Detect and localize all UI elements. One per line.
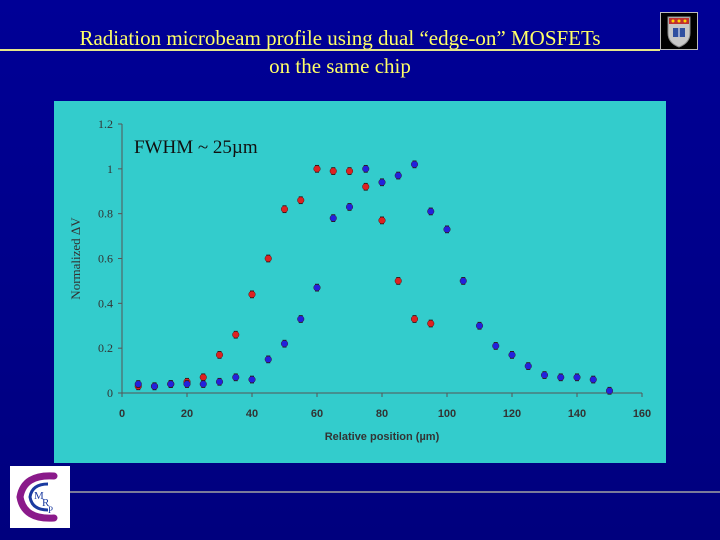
data-point-blue [313, 284, 321, 292]
data-point-red [411, 315, 419, 323]
data-point-red [346, 167, 354, 175]
chart-svg: 0 0.2 0.4 0.6 0.8 1 1.2 0 20 40 60 80 100 120 140 160 Re… [68, 117, 651, 443]
title-line-2: on the same chip [269, 54, 411, 78]
data-point-blue [134, 380, 142, 388]
data-point-blue [524, 362, 532, 370]
data-point-blue [427, 207, 435, 215]
title-underline [0, 49, 660, 51]
x-tick-label: 120 [503, 408, 521, 420]
data-point-red [215, 351, 223, 359]
x-tick-label: 40 [246, 408, 258, 420]
data-point-blue [167, 380, 175, 388]
data-point-blue [573, 373, 581, 381]
data-point-blue [280, 340, 288, 348]
data-point-blue [297, 315, 305, 323]
x-tick-label: 100 [438, 408, 456, 420]
data-point-blue [329, 214, 337, 222]
data-point-blue [232, 373, 240, 381]
slide-title: Radiation microbeam profile using dual “… [30, 24, 650, 80]
y-tick-label: 0.8 [98, 207, 113, 221]
x-tick-label: 0 [119, 408, 125, 420]
data-point-blue [541, 371, 549, 379]
x-tick-label: 20 [181, 408, 193, 420]
data-point-blue [557, 373, 565, 381]
plot-panel: 0 0.2 0.4 0.6 0.8 1 1.2 0 20 40 60 80 100 120 140 160 Re… [54, 101, 666, 463]
data-point-blue [362, 165, 370, 173]
data-point-red [329, 167, 337, 175]
data-point-blue [443, 225, 451, 233]
data-point-red [362, 183, 370, 191]
data-point-blue [378, 178, 386, 186]
data-point-red [313, 165, 321, 173]
y-axis-label: Normalized ΔV [68, 217, 83, 300]
data-point-blue [183, 380, 191, 388]
svg-text:P: P [48, 505, 53, 515]
svg-text:M: M [34, 490, 44, 502]
y-tick-label: 0.4 [98, 296, 113, 310]
fwhm-annotation: FWHM ~ 25µm [134, 137, 258, 158]
title-line-1: Radiation microbeam profile using dual “… [79, 26, 601, 50]
data-point-blue [150, 382, 158, 390]
y-tick-label: 0.6 [98, 252, 113, 266]
data-point-blue [589, 376, 597, 384]
y-tick-label: 0.2 [98, 341, 113, 355]
x-tick-label: 60 [311, 408, 323, 420]
data-point-red [232, 331, 240, 339]
data-point-red [427, 320, 435, 328]
data-point-red [199, 373, 207, 381]
data-point-red [394, 277, 402, 285]
data-point-blue [264, 355, 272, 363]
y-tick-label: 1.2 [98, 117, 113, 131]
data-point-blue [199, 380, 207, 388]
data-point-blue [476, 322, 484, 330]
x-tick-label: 160 [633, 408, 651, 420]
data-point-red [378, 216, 386, 224]
data-point-blue [606, 387, 614, 395]
data-point-red [280, 205, 288, 213]
university-crest-icon [660, 12, 698, 50]
data-point-red [297, 196, 305, 204]
data-point-red [248, 290, 256, 298]
y-tick-label: 1 [107, 162, 113, 176]
data-point-blue [394, 172, 402, 180]
x-tick-label: 80 [376, 408, 388, 420]
x-axis-label: Relative position (µm) [325, 431, 440, 443]
y-tick-label: 0 [107, 386, 113, 400]
data-point-blue [248, 376, 256, 384]
footer-rule [70, 491, 720, 493]
x-tick-label: 140 [568, 408, 586, 420]
data-point-blue [215, 378, 223, 386]
data-point-blue [492, 342, 500, 350]
data-point-blue [346, 203, 354, 211]
cmrp-logo: M R P [10, 466, 70, 528]
data-point-blue [508, 351, 516, 359]
data-point-red [264, 254, 272, 262]
data-point-blue [411, 160, 419, 168]
svg-text:R: R [42, 497, 50, 509]
data-point-blue [459, 277, 467, 285]
